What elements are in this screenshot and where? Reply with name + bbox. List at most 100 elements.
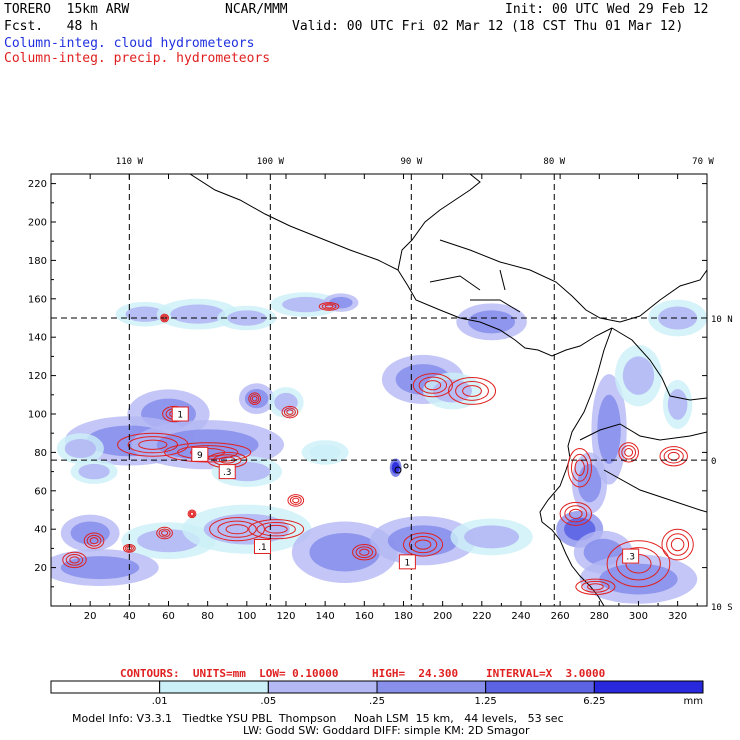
cloud-region — [329, 296, 353, 309]
cloud-region — [274, 392, 298, 413]
precip-contour — [62, 551, 87, 569]
precip-contour — [292, 497, 300, 504]
axis-ticks: 20 40 60 80 100 120 140 160 180 200 220 240 260 280 30… — [28, 157, 733, 622]
colorbar-swatch — [159, 680, 269, 694]
precip-contour — [624, 448, 634, 457]
contour-label-box — [218, 464, 236, 480]
precip-contour — [324, 304, 334, 309]
precip-contour — [569, 508, 583, 519]
contour-label-box — [253, 538, 271, 554]
colorbar-swatch — [50, 680, 161, 694]
precip-contour — [412, 373, 453, 398]
precip-contour — [359, 548, 370, 556]
precip-contour — [355, 546, 374, 559]
precip-contour — [663, 449, 684, 464]
forecast-hour: Fcst. 48 h — [4, 19, 98, 34]
y-tick-label: 60 — [34, 486, 47, 497]
precip-contour — [127, 436, 179, 454]
colorbar-level-label: .01 — [152, 696, 168, 707]
precip-contour — [621, 445, 637, 460]
plot-frame — [50, 173, 708, 607]
pacific-coastline — [189, 174, 613, 357]
x-tick-label: 220 — [472, 611, 491, 622]
cloud-region — [387, 525, 459, 557]
colorbar-level-label: 1.25 — [475, 696, 497, 707]
y-tick-label: 100 — [28, 410, 47, 421]
y-tick-label: 40 — [34, 525, 47, 536]
colombia-border — [611, 327, 707, 401]
precip-contour — [138, 439, 168, 450]
peru-brazil-border — [603, 469, 707, 513]
cloud-region — [203, 513, 290, 545]
y-tick-label: 180 — [28, 256, 47, 267]
x-tick-label: 260 — [551, 611, 570, 622]
y-tick-label: 160 — [28, 294, 47, 305]
longitude-label: 80 W — [543, 157, 565, 167]
precip-contour — [616, 547, 661, 581]
center-name: NCAR/MMM — [225, 2, 288, 17]
x-tick-label: 320 — [668, 611, 687, 622]
valid-time: Valid: 00 UTC Fri 02 Mar 12 (18 CST Thu … — [292, 19, 684, 34]
precip-contour — [581, 580, 610, 593]
contour-label-box — [191, 446, 209, 462]
colorbar-swatch — [267, 680, 378, 694]
contour-label-text: 1 — [405, 558, 411, 568]
colorbar-units: mm — [684, 696, 703, 707]
precip-contour — [160, 530, 169, 536]
precip-contour — [83, 532, 105, 549]
precip-contour — [564, 505, 588, 523]
colorbar-swatch — [376, 680, 487, 694]
precip-contour — [188, 510, 196, 518]
contour-label-box — [622, 548, 640, 564]
model-info-line1: Model Info: V3.3.1 Tiedtke YSU PBL Thomp… — [72, 712, 564, 725]
colorbar-swatch — [485, 680, 595, 694]
x-tick-label: 120 — [276, 611, 295, 622]
latitude-label: 10 N — [711, 315, 733, 325]
caribbean-coast-east — [639, 269, 707, 317]
precip-contour — [86, 534, 102, 547]
x-tick-label: 20 — [84, 611, 97, 622]
init-time: Init: 00 UTC Wed 29 Feb 12 — [505, 2, 709, 17]
precip-contour — [160, 313, 169, 323]
precip-contour — [89, 537, 99, 545]
longitude-label: 100 W — [257, 157, 285, 167]
contour-label-text: .1 — [258, 543, 267, 553]
precip-contour — [318, 302, 340, 311]
precip-contour — [352, 544, 377, 561]
x-tick-label: 300 — [629, 611, 648, 622]
longitude-label: 110 W — [116, 157, 144, 167]
contour-label-text: .3 — [626, 553, 635, 563]
precip-contour — [248, 392, 262, 405]
precip-contour — [217, 520, 257, 538]
precip-contour — [661, 528, 694, 561]
galapagos-island — [403, 463, 409, 469]
precip-contour — [225, 524, 249, 535]
contour-label-boxes: 1 9 .3 .1 1 .3 — [171, 406, 640, 570]
cloud-region — [622, 356, 655, 395]
precip-contour — [575, 578, 616, 595]
cloud-region — [464, 525, 520, 549]
longitude-label: 70 W — [692, 157, 714, 167]
latitude-label: 10 S — [711, 603, 733, 613]
precip-contour — [408, 535, 438, 554]
cloud-region — [658, 306, 698, 330]
x-tick-label: 80 — [201, 611, 214, 622]
ecuador-peru-border — [579, 423, 707, 441]
precip-contour — [187, 509, 197, 519]
precip-contour — [574, 459, 585, 476]
precip-contour — [256, 521, 296, 537]
cloud-region — [597, 394, 621, 464]
cloud-region — [599, 563, 678, 595]
precip-contour — [587, 583, 604, 591]
precip-contour — [418, 376, 448, 394]
cloud-region — [64, 438, 97, 459]
precip-contour — [158, 528, 171, 538]
cloud-region — [78, 463, 110, 480]
x-tick-label: 60 — [162, 611, 175, 622]
precip-contour — [559, 501, 592, 526]
cloud-field-label: Column-integ. cloud hydrometeors — [4, 36, 255, 51]
x-tick-label: 160 — [355, 611, 374, 622]
precip-contour — [117, 432, 189, 457]
cloud-region — [60, 556, 140, 580]
